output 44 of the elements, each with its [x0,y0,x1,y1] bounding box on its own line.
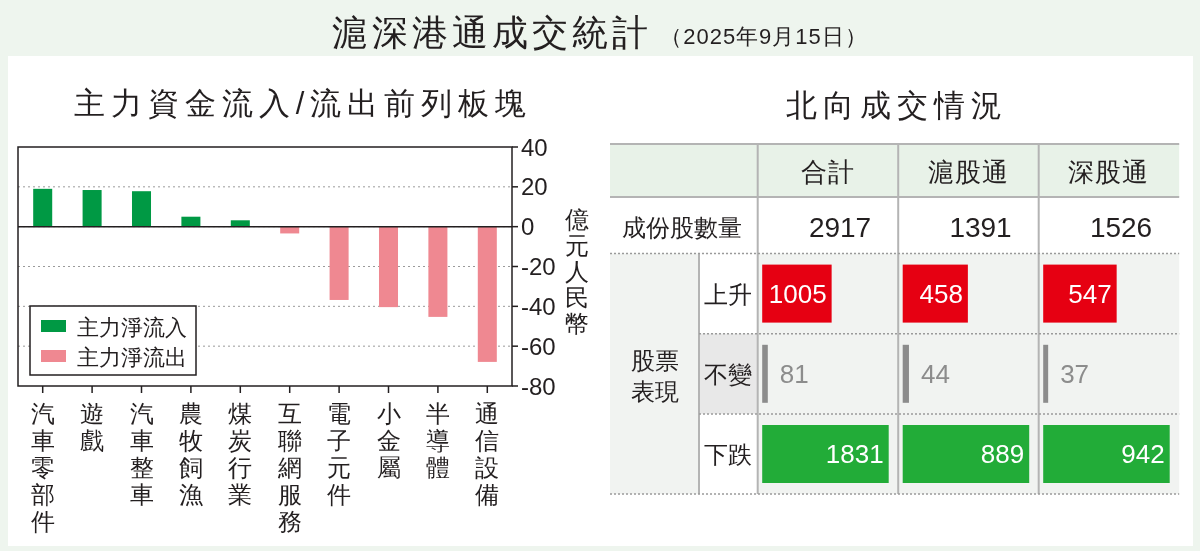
chart-subtitle: 1391 [949,212,1012,243]
data-label: 44 [920,358,950,389]
y-tick-label: 40 [521,133,548,161]
chart-title: 深股通 [1068,157,1150,187]
x-tick-label: 遊戲 [80,400,105,454]
data-label: 37 [1060,358,1090,389]
x-tick-label: 農牧飼漁 [178,400,203,508]
legend-label: 主力淨流入 [77,315,187,340]
x-tick-label: 小金屬 [376,400,401,481]
y-axis-title: 億元人民幣 [565,206,589,337]
x-tick-label: 煤炭行業 [228,400,253,508]
text: 北向成交情況 [786,88,1008,123]
y-tick-label: -80 [521,372,556,400]
chart-title: 主力資金流入/流出前列板塊 [73,86,533,121]
y-axis-title: 股票表現 [630,346,679,405]
chart-title: 合計 [800,157,855,187]
data-label: 81 [779,358,809,389]
data-label: 942 [1121,439,1165,469]
data-label: 547 [1068,278,1112,309]
x-tick-label: 半導體 [425,400,450,481]
x-tick-label: 電子元件 [327,400,352,508]
x-tick-label: 汽車整車 [129,400,154,508]
x-tick-label: 汽車零部件 [30,400,55,535]
y-tick-label: 上升 [704,280,753,308]
chart-subtitle: 1526 [1089,212,1153,243]
data-label: 458 [919,278,963,309]
y-tick-label: -20 [521,253,556,280]
x-tick-label: 通信設備 [475,400,500,508]
x-tick-label: 互聯網服務 [276,400,302,535]
text: 滬深港通成交統計 [332,12,653,53]
y-tick-label: 不變 [704,360,753,388]
legend-label: 主力淨流出 [77,345,187,370]
data-label: 1005 [768,278,827,309]
chart-subtitle: 2917 [808,212,872,243]
y-tick-label: 20 [521,173,548,201]
chart-title: 滬股通 [927,157,1009,187]
text: 成份股數量 [622,214,742,241]
y-tick-label: 0 [521,213,535,241]
y-tick-label: 下跌 [704,441,753,468]
data-label: 889 [980,439,1025,469]
y-tick-label: -60 [521,332,556,360]
text: （2025年9月15日） [660,24,868,49]
y-tick-label: -40 [521,292,556,320]
data-label: 1831 [825,439,884,469]
